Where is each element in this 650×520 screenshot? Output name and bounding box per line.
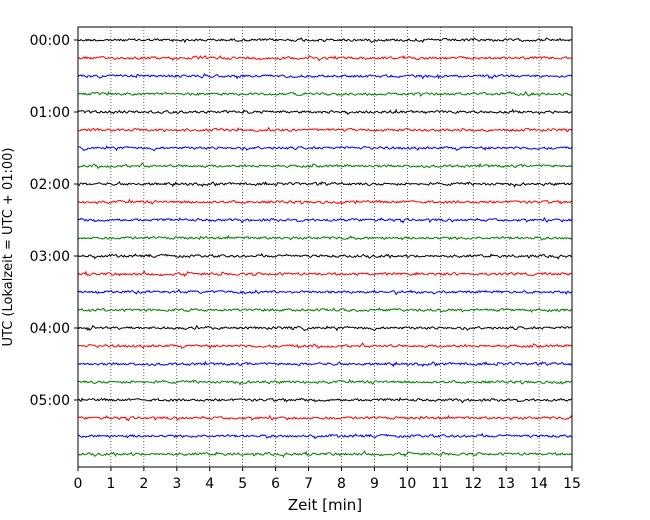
- y-tick-label: 01:00: [30, 105, 70, 121]
- trace-line: [77, 216, 573, 224]
- x-tick-label: 5: [238, 476, 247, 492]
- x-tick-label: 14: [530, 476, 548, 492]
- trace-line: [77, 72, 573, 80]
- y-tick-label: 03:00: [30, 249, 70, 265]
- trace-line: [77, 108, 573, 115]
- trace-line: [77, 360, 573, 368]
- x-tick-label: 8: [337, 476, 346, 492]
- y-axis: 00:00 01:00 02:00 03:00 04:00 05:00: [30, 33, 78, 409]
- y-axis-label: UTC (Lokalzeit = UTC + 01:00): [1, 148, 16, 347]
- plot-frame: [77, 26, 573, 468]
- trace-line: [77, 54, 573, 62]
- trace-line: [77, 162, 573, 169]
- trace-line: [77, 342, 573, 349]
- x-axis: 0 1 2 3 4 5 6 7 8 9 10 11 12 13 14 15: [74, 467, 581, 492]
- traces: [77, 37, 573, 458]
- trace-line: [77, 90, 573, 97]
- trace-line: [77, 126, 573, 133]
- x-tick-label: 0: [74, 476, 83, 492]
- x-tick-label: 15: [563, 476, 581, 492]
- trace-line: [77, 288, 573, 296]
- x-tick-label: 1: [106, 476, 115, 492]
- trace-line: [77, 270, 573, 278]
- y-tick-label: 02:00: [30, 177, 70, 193]
- trace-line: [77, 414, 573, 422]
- trace-line: [77, 397, 573, 404]
- x-tick-label: 6: [271, 476, 280, 492]
- x-tick-label: 3: [172, 476, 181, 492]
- x-tick-label: 12: [464, 476, 482, 492]
- trace-line: [77, 307, 573, 314]
- trace-line: [77, 181, 573, 188]
- x-tick-label: 4: [205, 476, 214, 492]
- trace-line: [77, 37, 573, 44]
- trace-line: [77, 252, 573, 260]
- x-tick-label: 7: [304, 476, 313, 492]
- trace-line: [78, 145, 573, 152]
- y-tick-label: 04:00: [30, 321, 70, 337]
- trace-line: [78, 234, 573, 241]
- x-tick-label: 10: [398, 476, 416, 492]
- y-tick-label: 05:00: [30, 393, 70, 409]
- x-tick-label: 13: [497, 476, 515, 492]
- grid-lines: [110, 27, 540, 467]
- x-tick-label: 2: [139, 476, 148, 492]
- trace-line: [77, 432, 573, 440]
- y-tick-label: 00:00: [30, 33, 70, 49]
- trace-line: [78, 198, 573, 205]
- x-tick-label: 11: [431, 476, 449, 492]
- trace-line: [77, 324, 573, 332]
- x-axis-label: Zeit [min]: [288, 496, 362, 514]
- trace-line: [77, 450, 573, 458]
- x-tick-label: 9: [370, 476, 379, 492]
- trace-line: [77, 378, 573, 386]
